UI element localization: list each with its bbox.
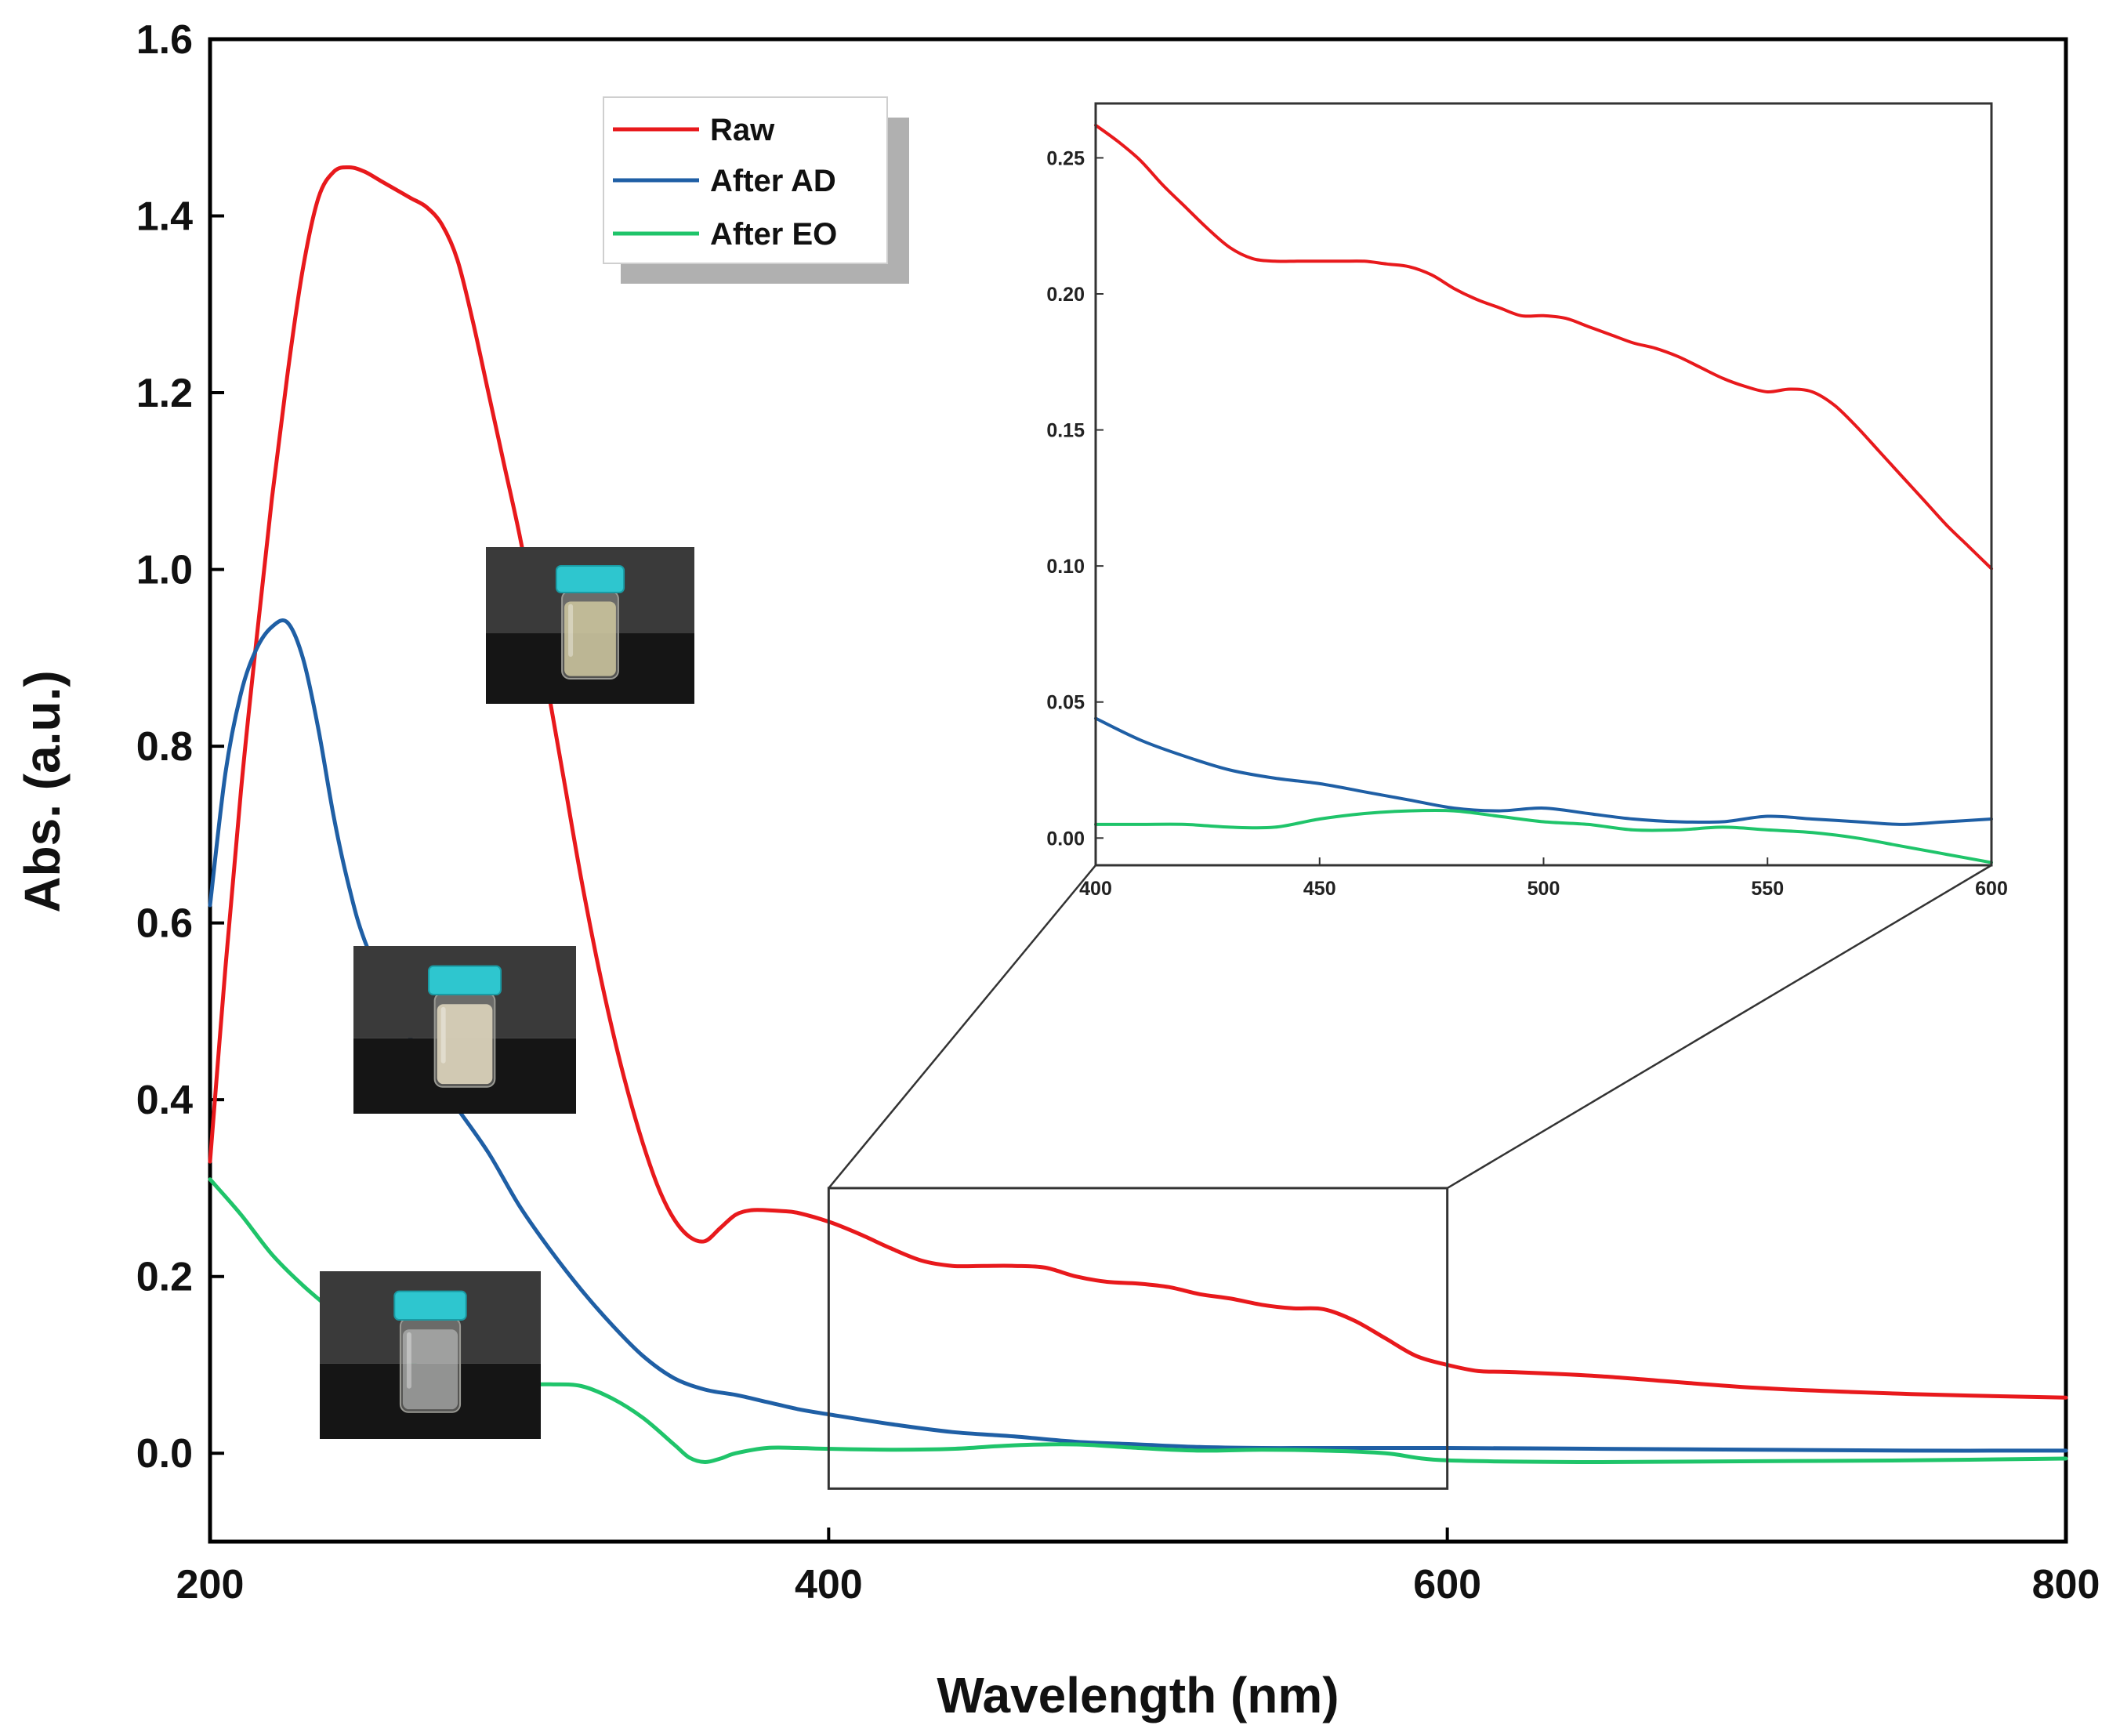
vial-liquid [564, 601, 616, 676]
inset-x-tick-label: 600 [1975, 878, 2008, 900]
vial-highlight [440, 1006, 446, 1064]
inset-series-after-ad-line [1094, 716, 1993, 826]
main-x-tick-label: 400 [795, 1562, 863, 1607]
zoom-connector-right [1447, 864, 1992, 1190]
inset-y-tick-label: 0.10 [1046, 556, 1085, 578]
main-y-tick-label: 0.8 [136, 724, 193, 770]
inset-y-tick-label: 0.00 [1046, 828, 1085, 850]
vial-liquid [437, 1004, 493, 1085]
main-series-after-ad-line [208, 618, 2068, 1453]
inset-y-tick-label: 0.15 [1046, 420, 1085, 442]
inset-x-tick-label: 400 [1079, 878, 1112, 900]
inset-x-tick-label: 450 [1303, 878, 1336, 900]
inset-y-tick-label: 0.20 [1046, 284, 1085, 306]
vial-cap [393, 1290, 467, 1321]
photo-floor [320, 1363, 541, 1439]
x-axis-title: Wavelength (nm) [937, 1667, 1339, 1723]
main-y-tick-label: 1.2 [136, 371, 193, 416]
main-y-tick-label: 0.4 [136, 1078, 193, 1123]
vial-cap [555, 565, 625, 593]
zoom-region [827, 864, 1992, 1490]
zoom-connector-left [828, 864, 1096, 1189]
inset-x-tick-label: 500 [1527, 878, 1560, 900]
vial-photo-after-ad [353, 946, 576, 1114]
vial-photo-raw [486, 547, 694, 704]
inset-x-tick-label: 550 [1751, 878, 1784, 900]
main-y-tick-label: 1.4 [136, 194, 193, 240]
vial-liquid [402, 1329, 458, 1410]
vial-highlight [406, 1332, 411, 1389]
inset-series-after-eo-line [1094, 808, 1993, 864]
y-axis-title: Abs. (a.u.) [14, 670, 71, 912]
main-y-tick-label: 0.2 [136, 1255, 193, 1300]
main-axes-ticks: 200 400 600 800 0.0 0.2 0.4 0.6 0.8 1.0 1.2 1.4 1.6 [136, 17, 2100, 1607]
main-x-tick-label: 200 [176, 1562, 245, 1607]
legend-label-after-eo: After EO [710, 217, 837, 252]
legend-label-after-ad: After AD [710, 164, 836, 198]
legend-items: Raw After AD After EO [613, 113, 837, 252]
inset-axes-ticks: 400 450 500 550 600 0.00 0.05 0.10 0.15 0.20 0.25 [1046, 147, 2008, 900]
vial-photo-after-eo [320, 1271, 541, 1439]
inset-y-tick-label: 0.25 [1046, 147, 1085, 169]
inset-y-tick-label: 0.05 [1046, 692, 1085, 714]
legend-label-raw: Raw [710, 113, 775, 147]
legend: Raw After AD After EO [603, 96, 909, 284]
inset-background [1096, 103, 1991, 865]
inset-series-group [1094, 123, 1993, 864]
main-y-tick-label: 1.6 [136, 17, 193, 63]
vial-cap [427, 965, 502, 996]
inset-plot-frame [1094, 102, 1993, 867]
main-y-tick-label: 0.6 [136, 901, 193, 947]
vial-highlight [568, 603, 574, 657]
main-x-tick-label: 600 [1413, 1562, 1481, 1607]
main-x-tick-label: 800 [2032, 1562, 2100, 1607]
main-plot-frame [208, 37, 2068, 1544]
main-y-tick-label: 0.0 [136, 1431, 193, 1477]
main-series-raw-line [208, 165, 2068, 1400]
inset-series-raw-line [1094, 123, 1993, 571]
main-y-tick-label: 1.0 [136, 548, 193, 593]
zoom-box [827, 1187, 1449, 1490]
